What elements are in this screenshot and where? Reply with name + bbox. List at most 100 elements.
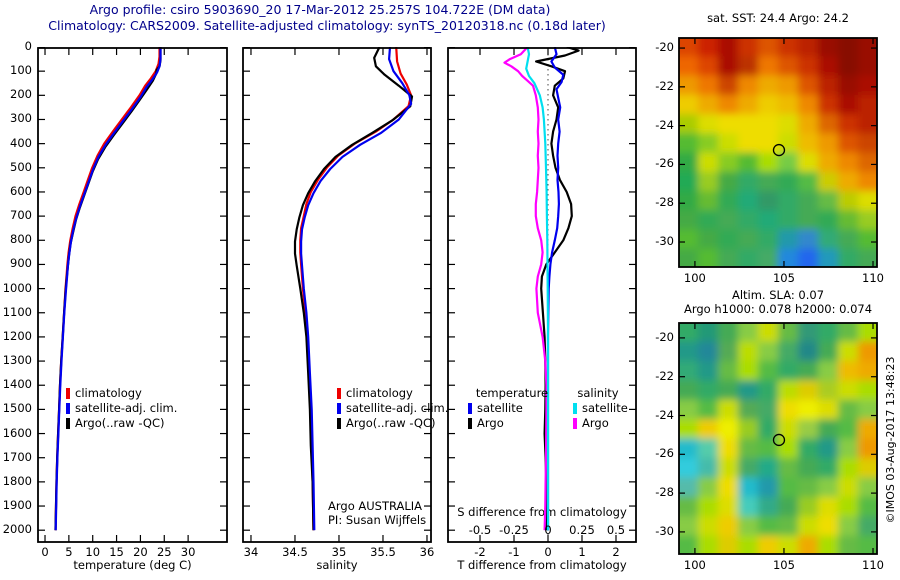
depth-tick-label: 800	[10, 232, 32, 247]
legend-label: satellite	[477, 401, 523, 415]
s-tick-label: -0.5	[468, 523, 492, 537]
latitude-tick-label: -20	[655, 329, 674, 344]
axes-frame	[447, 47, 637, 543]
sla-map-title-line1: Altim. SLA: 0.07	[731, 288, 825, 302]
latitude-tick-label: -24	[655, 117, 674, 132]
legend-swatch-satellite-adj-clim-	[337, 403, 341, 414]
x-tick-label: 35.5	[370, 545, 396, 559]
x-tick-label: 2	[612, 545, 620, 559]
sst-map-field	[679, 38, 877, 267]
imos-copyright: ©IMOS 03-Aug-2017 13:48:23	[884, 356, 897, 524]
argo-australia-note: Argo AUSTRALIA	[328, 499, 423, 513]
longitude-tick-label: 110	[862, 558, 884, 572]
x-tick-label: 34.5	[282, 545, 308, 559]
depth-tick-label: 600	[10, 183, 32, 198]
x-tick-label: 5	[65, 545, 73, 559]
legend-swatch-climatology	[337, 388, 341, 399]
latitude-tick-label: -26	[655, 446, 674, 461]
longitude-tick-label: 110	[862, 271, 884, 285]
depth-tick-label: 400	[10, 135, 32, 150]
legend-label: Argo	[582, 416, 609, 430]
s-tick-label: 0	[544, 523, 552, 537]
x-tick-label: 20	[133, 545, 148, 559]
depth-tick-label: 1800	[2, 473, 32, 488]
legend-swatch-temperature-argo	[468, 418, 472, 429]
legend-label: climatology	[346, 386, 413, 400]
salinity-axis-label: salinity	[316, 558, 358, 572]
depth-tick-label: 1400	[2, 377, 32, 392]
s-tick-label: -0.25	[499, 523, 529, 537]
latitude-tick-label: -28	[655, 485, 674, 500]
argo-float-position-marker	[772, 143, 786, 157]
legend-label: Argo	[477, 416, 504, 430]
x-tick-label: 0	[544, 545, 552, 559]
map-frame	[678, 322, 878, 555]
legend-label: Argo(..raw -QC)	[346, 416, 436, 430]
legend-label: Argo(..raw -QC)	[75, 416, 165, 430]
series-argo-raw-qc-	[54, 47, 162, 531]
legend-swatch-salinity-satellite	[573, 403, 577, 414]
s-tick-label: 0.25	[569, 523, 595, 537]
legend-label: climatology	[75, 386, 142, 400]
x-tick-label: 0	[41, 545, 49, 559]
legend-swatch-temperature-satellite	[468, 403, 472, 414]
series-climatology	[54, 47, 161, 531]
depth-tick-label: 700	[10, 208, 32, 223]
depth-tick-label: 0	[24, 39, 32, 53]
depth-tick-label: 900	[10, 256, 32, 271]
depth-tick-label: 2000	[2, 522, 32, 537]
argo-float-position-marker	[772, 433, 786, 447]
sst-map	[678, 37, 878, 268]
x-tick-label: 15	[109, 545, 124, 559]
figure-title-line2: Climatology: CARS2009. Satellite-adjuste…	[48, 18, 606, 33]
x-tick-label: -1	[508, 545, 520, 559]
series-satellite-salinity	[525, 47, 550, 531]
map-frame	[678, 37, 878, 268]
x-tick-label: -2	[474, 545, 486, 559]
s-tick-label: 0.5	[606, 523, 626, 537]
longitude-tick-label: 105	[772, 271, 795, 285]
sla-map-field	[679, 323, 877, 554]
depth-tick-label: 500	[10, 159, 32, 174]
depth-tick-label: 1600	[2, 425, 32, 440]
figure-title-line1: Argo profile: csiro 5903690_20 17-Mar-20…	[89, 2, 551, 17]
axes-frame	[37, 47, 228, 543]
latitude-tick-label: -30	[655, 523, 674, 538]
depth-tick-label: 1200	[2, 328, 32, 343]
depth-tick-label: 100	[10, 63, 32, 78]
depth-tick-label: 1000	[2, 280, 32, 295]
depth-tick-label: 200	[10, 87, 32, 102]
latitude-tick-label: -24	[655, 407, 674, 422]
legend-swatch-climatology	[66, 388, 70, 399]
longitude-tick-label: 100	[683, 271, 706, 285]
difference-profile-plot	[447, 47, 637, 543]
x-tick-label: 1	[578, 545, 586, 559]
temperature-axis-label: temperature (deg C)	[73, 558, 192, 572]
longitude-tick-label: 100	[683, 558, 706, 572]
legend-swatch-salinity-argo	[573, 418, 577, 429]
legend-header-temperature: temperature	[475, 386, 549, 400]
depth-tick-label: 1500	[2, 401, 32, 416]
depth-tick-label: 1300	[2, 353, 32, 368]
series-satellite-adj-clim-	[54, 47, 162, 531]
depth-tick-label: 1100	[2, 304, 32, 319]
latitude-tick-label: -28	[655, 195, 674, 210]
temperature-profile-plot	[37, 47, 228, 543]
latitude-tick-label: -22	[655, 368, 674, 383]
depth-tick-label: 1900	[2, 498, 32, 513]
series-argo-salinity	[503, 47, 548, 531]
latitude-tick-label: -26	[655, 156, 674, 171]
legend-label: satellite-adj. clim.	[75, 401, 178, 415]
t-difference-axis-label: T difference from climatology	[457, 558, 627, 572]
x-tick-label: 35	[331, 545, 347, 559]
legend-label: satellite	[582, 401, 628, 415]
latitude-tick-label: -22	[655, 78, 674, 93]
s-difference-axis-label: S difference from climatology	[457, 505, 627, 519]
axes-frame	[242, 47, 432, 543]
x-tick-label: 10	[85, 545, 101, 559]
latitude-tick-label: -20	[655, 40, 674, 55]
legend-swatch-argo-raw-qc-	[337, 418, 341, 429]
depth-tick-label: 1700	[2, 449, 32, 464]
legend-swatch-satellite-adj-clim-	[66, 403, 70, 414]
